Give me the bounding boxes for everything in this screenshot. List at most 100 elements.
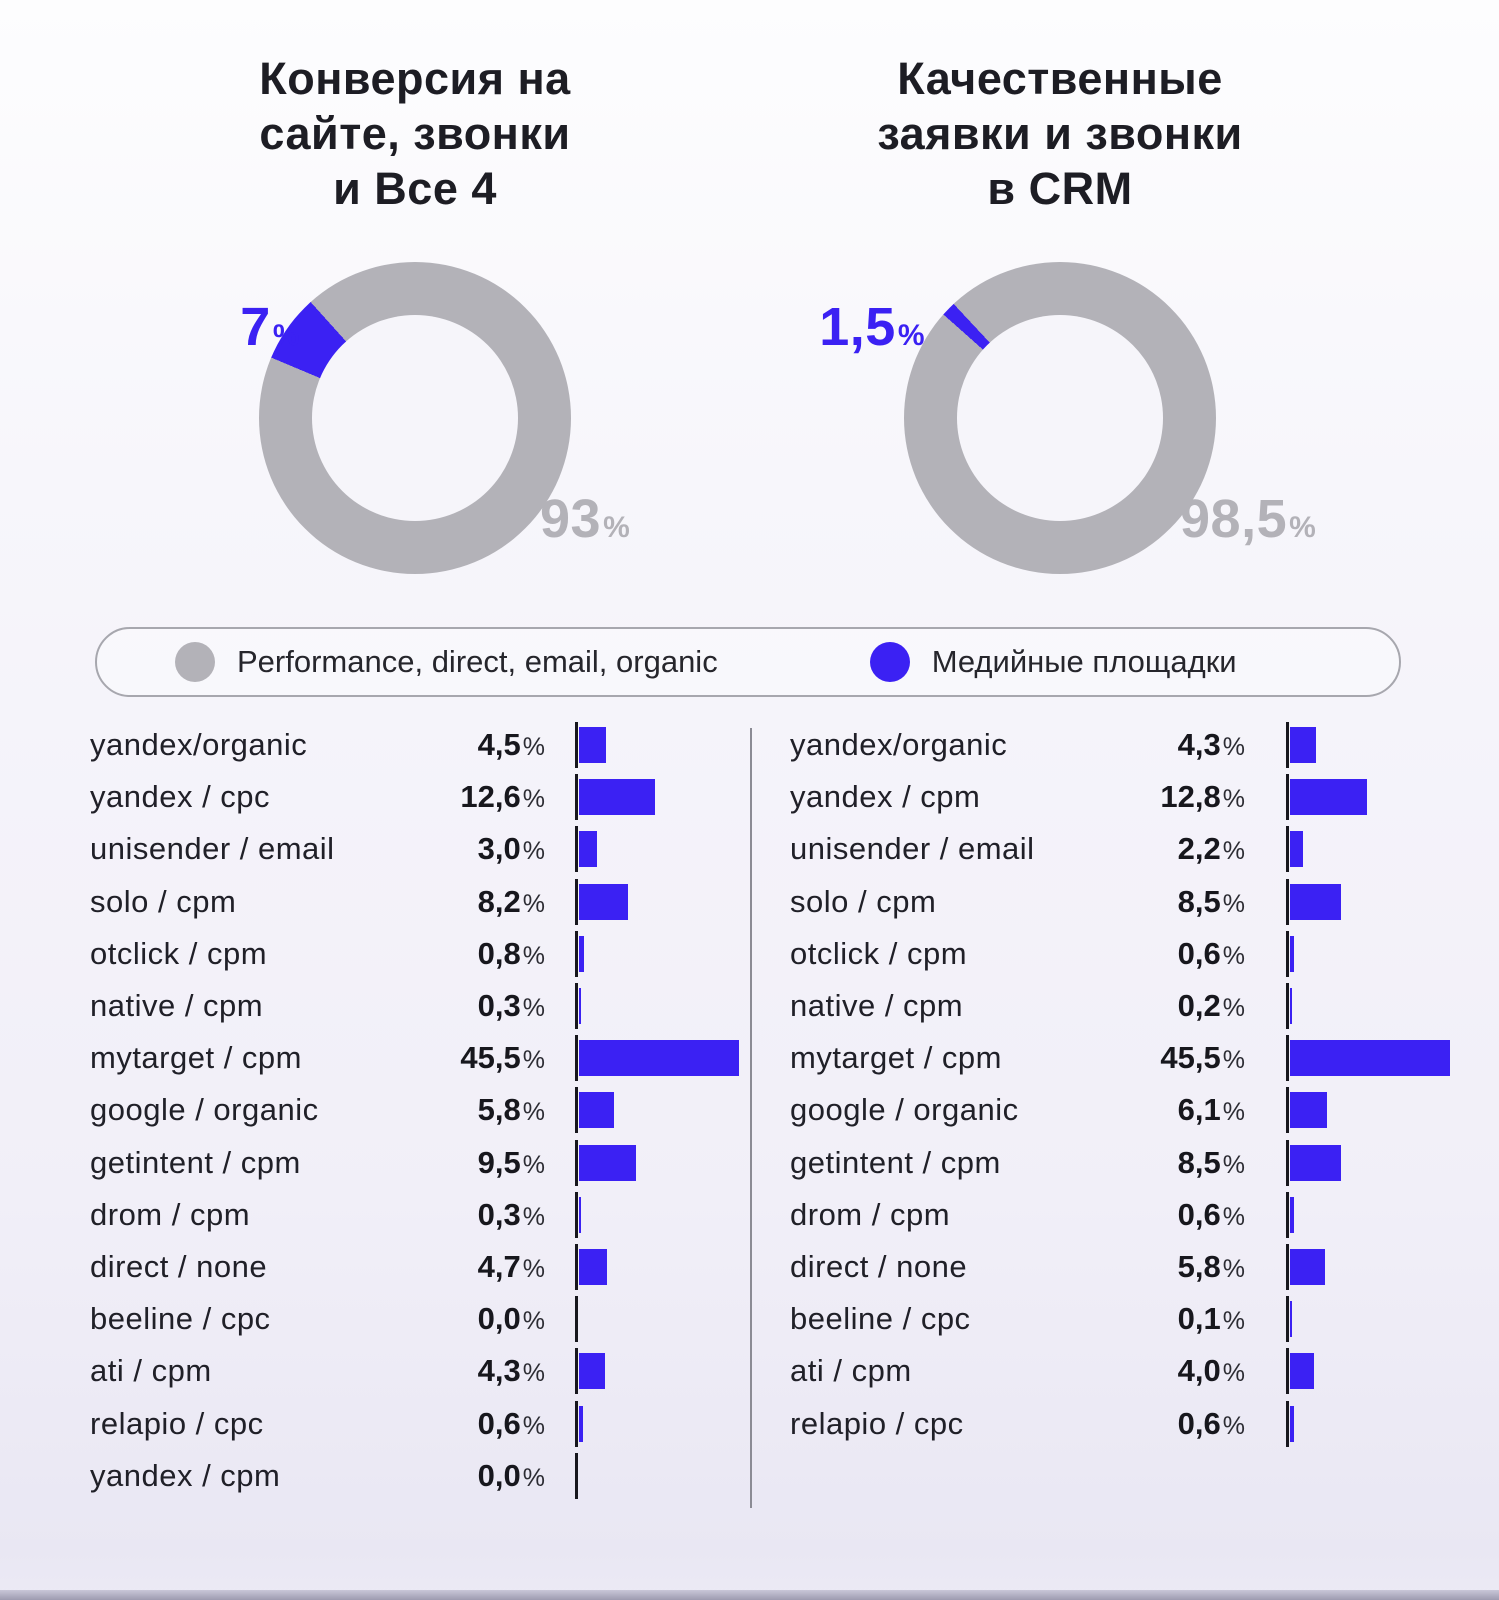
bar-value: 12,8% [1160,779,1245,815]
axis-tick [575,1139,578,1186]
bar-row: relapio / cpc 0,6% [750,1397,1499,1449]
percent-sign: % [522,1359,545,1388]
bar [1290,1301,1292,1338]
bar-row: google / organic 6,1% [750,1084,1499,1136]
percent-sign: % [522,1307,545,1336]
bar-value: 5,8% [1177,1248,1245,1284]
axis-tick [575,878,578,925]
bar-value: 0,6% [1177,1196,1245,1232]
axis-tick [1286,930,1289,977]
axis-tick [575,1243,578,1290]
axis-tick [1286,722,1289,769]
bar-row: solo / cpm 8,2% [0,876,749,928]
axis-tick [575,722,578,769]
bar [1290,1405,1294,1442]
bar-label: yandex / cpc [90,779,271,815]
bar-label: direct / none [790,1248,968,1284]
bar-row: native / cpm 0,2% [750,980,1499,1032]
bar-row: native / cpm 0,3% [0,980,749,1032]
bar-value: 9,5% [477,1144,545,1180]
bar-label: google / organic [90,1092,319,1128]
bar [1290,1144,1341,1181]
percent-sign: % [1222,941,1245,970]
bar-label: relapio / cpc [790,1405,964,1441]
percent-sign: % [522,785,545,814]
bar-label: solo / cpm [790,883,937,919]
percent-sign: % [1222,889,1245,918]
percent-sign: % [897,319,925,352]
bar-label: yandex / cpm [90,1457,281,1493]
bar-value: 0,0% [477,1457,545,1493]
bar [1290,883,1341,920]
percent-sign: % [522,1098,545,1127]
bar-label: drom / cpm [790,1196,951,1232]
bar [579,831,597,868]
bar-label: beeline / cpc [90,1301,271,1337]
percent-sign: % [1222,785,1245,814]
percent-sign: % [522,1463,545,1492]
bar-row: mytarget / cpm 45,5% [750,1032,1499,1084]
percent-sign: % [1222,1411,1245,1440]
bar-label: unisender / email [790,831,1035,867]
bar-value: 4,3% [1177,727,1245,763]
axis-tick [1286,983,1289,1030]
bar-label: google / organic [790,1092,1019,1128]
bar-label: otclick / cpm [90,935,268,971]
bottom-edge-strip [0,1590,1499,1600]
bar-value: 0,8% [477,935,545,971]
left-chart-title: Конверсия на сайте, звонки и Все 4 [259,53,571,214]
bar [1290,1092,1327,1129]
bar [579,1353,605,1390]
percent-sign: % [1222,1150,1245,1179]
gray-dot-icon [175,642,215,682]
bar [1290,1196,1294,1233]
bar [1290,779,1367,816]
bar-label: yandex / cpm [790,779,981,815]
bar [579,1248,608,1285]
legend-label: Медийные площадки [931,644,1237,679]
percent-sign: % [522,1411,545,1440]
bar [579,1196,581,1233]
bar [1290,935,1294,972]
bar-row: relapio / cpc 0,6% [0,1397,749,1449]
percent-sign: % [1222,1307,1245,1336]
bar-row: google / organic 5,8% [0,1084,749,1136]
bar-row: otclick / cpm 0,6% [750,928,1499,980]
percent-sign: % [522,994,545,1023]
bar-label: unisender / email [90,831,335,867]
bar-value: 0,3% [477,988,545,1024]
blue-dot-icon [869,642,910,682]
axis-tick [575,1296,578,1343]
bar-label: ati / cpm [90,1353,212,1389]
axis-tick [1286,878,1289,925]
bar-row: beeline / cpc 0,0% [0,1293,749,1345]
bar-row: drom / cpm 0,6% [750,1189,1499,1241]
bar-label: native / cpm [90,988,264,1024]
bar-value: 4,0% [1177,1353,1245,1389]
bar-label: yandex/organic [790,727,1008,763]
bar [1290,1353,1314,1390]
right-chart-title: Качественные заявки и звонки в CRM [877,53,1243,214]
percent-sign: % [522,837,545,866]
bar-row: getintent / cpm 8,5% [750,1137,1499,1189]
percent-sign: % [1222,733,1245,762]
bar-value: 0,3% [477,1196,545,1232]
bar-row: yandex / cpm 12,8% [750,771,1499,823]
legend: Performance, direct, email, organic Меди… [95,627,1401,697]
bar-label: solo / cpm [90,883,237,919]
axis-tick [1286,1400,1289,1447]
bar-row: yandex / cpm 0,0% [0,1450,749,1502]
bar-value: 0,2% [1177,988,1245,1024]
bar-row: unisender / email 3,0% [0,823,749,875]
bar-row: direct / none 4,7% [0,1241,749,1293]
axis-tick [1286,1139,1289,1186]
percent-sign: % [1222,1254,1245,1283]
bar-row: solo / cpm 8,5% [750,876,1499,928]
bar-value: 0,0% [477,1301,545,1337]
axis-tick [575,826,578,873]
bar-label: drom / cpm [90,1196,251,1232]
bar-row: getintent / cpm 9,5% [0,1137,749,1189]
axis-tick [575,983,578,1030]
bar-row: yandex/organic 4,5% [0,719,749,771]
